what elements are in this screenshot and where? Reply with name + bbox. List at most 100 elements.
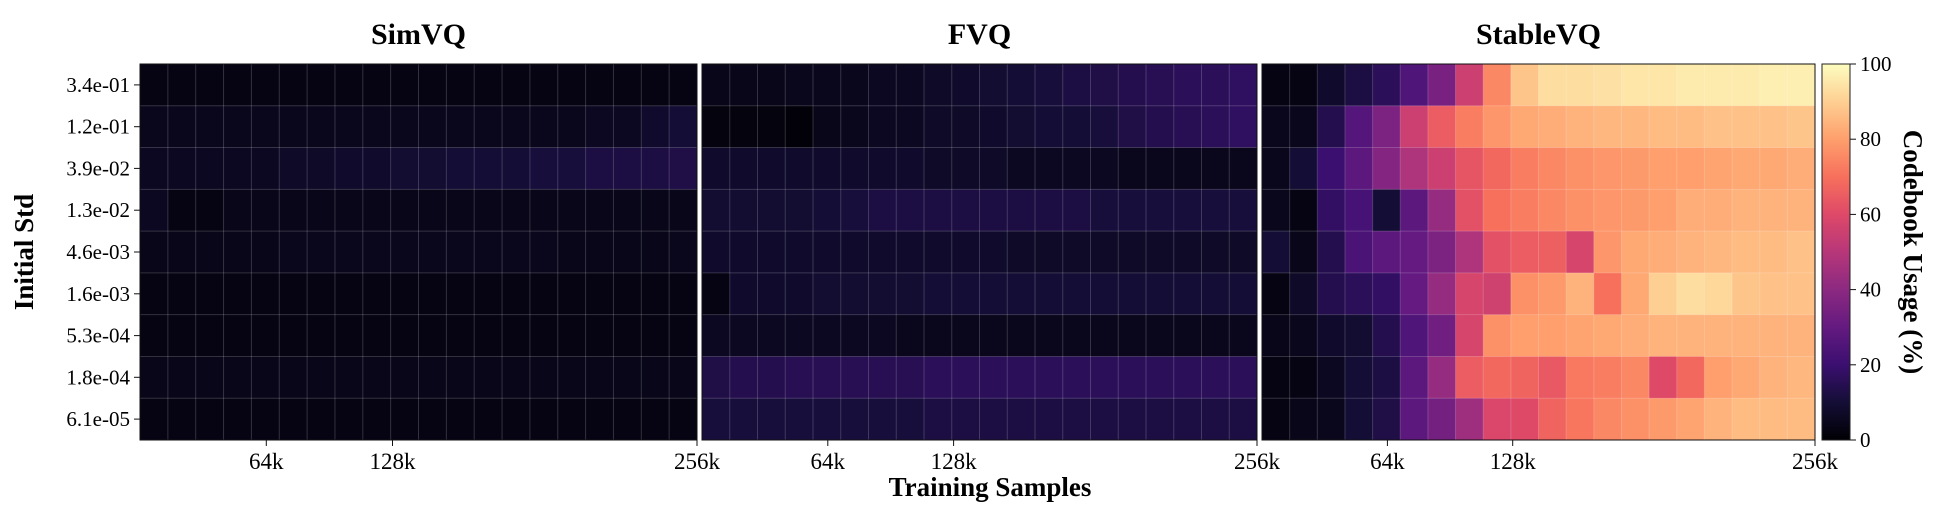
heatmap-cell <box>1007 314 1036 357</box>
heatmap-cell <box>418 314 447 357</box>
heatmap-cell <box>1372 105 1401 148</box>
heatmap-cell <box>641 147 670 190</box>
heatmap-cell <box>529 105 559 148</box>
heatmap-cell <box>1455 147 1484 190</box>
heatmap-cell <box>1483 398 1512 441</box>
heatmap-cell <box>1201 356 1230 399</box>
heatmap-cell <box>1787 398 1816 441</box>
heatmap-cell <box>729 398 758 441</box>
heatmap-cell <box>362 231 392 274</box>
heatmap-cell <box>757 64 786 107</box>
heatmap-cell <box>1201 147 1230 190</box>
heatmap-cell <box>307 64 336 107</box>
heatmap-cell <box>785 356 814 399</box>
heatmap-cell <box>1146 356 1175 399</box>
heatmap-cell <box>585 314 614 357</box>
heatmap-cell <box>334 105 364 148</box>
heatmap-cell <box>446 231 475 274</box>
heatmap-cell <box>1262 189 1291 232</box>
heatmap-cell <box>1787 272 1816 316</box>
heatmap-cell <box>1035 105 1064 148</box>
heatmap-cell <box>1229 64 1258 107</box>
heatmap-cell <box>140 147 169 190</box>
heatmap-cell <box>1787 314 1816 357</box>
heatmap-cell <box>669 64 698 107</box>
heatmap-cell <box>641 64 670 107</box>
heatmap-cell <box>1344 272 1373 316</box>
heatmap-cell <box>840 398 869 441</box>
heatmap-cell <box>641 356 670 399</box>
heatmap-cell <box>785 231 814 274</box>
heatmap-cell <box>362 314 392 357</box>
heatmap-cell <box>1146 398 1175 441</box>
heatmap-cell <box>1062 105 1091 148</box>
heatmap-cell <box>613 272 642 316</box>
heatmap-cell <box>140 189 169 232</box>
heatmap-cell <box>979 272 1008 316</box>
heatmap-cell <box>1483 64 1512 107</box>
heatmap-cell <box>446 105 475 148</box>
heatmap-cell <box>279 231 308 274</box>
heatmap-cell <box>1372 272 1401 316</box>
heatmap-cell <box>1427 189 1456 232</box>
y-tick-label: 4.6e-03 <box>66 240 130 264</box>
heatmap-cell <box>1400 272 1429 316</box>
heatmap-cell <box>1621 356 1650 399</box>
heatmap-cell <box>1372 231 1401 274</box>
heatmap-cell <box>502 64 531 107</box>
y-tick-label: 6.1e-05 <box>66 407 130 431</box>
heatmap-cell <box>140 356 169 399</box>
heatmap-cell <box>1649 398 1678 441</box>
heatmap-cell <box>1676 356 1705 399</box>
heatmap-cell <box>641 105 670 148</box>
heatmap-cell <box>1732 64 1761 107</box>
heatmap-cell <box>557 314 586 357</box>
y-axis-label: Initial Std <box>9 194 39 310</box>
heatmap-cell <box>1704 272 1733 316</box>
heatmap-cell <box>1062 272 1091 316</box>
heatmap-cell <box>1173 272 1202 316</box>
heatmap-cell <box>729 64 758 107</box>
heatmap-cell <box>474 105 503 148</box>
heatmap-cell <box>813 398 842 441</box>
heatmap-cell <box>896 356 925 399</box>
heatmap-cell <box>1317 272 1346 316</box>
heatmap-cell <box>1787 356 1816 399</box>
heatmap-cell <box>307 398 336 441</box>
heatmap-cell <box>979 105 1008 148</box>
heatmap-cell <box>585 147 614 190</box>
heatmap-cell <box>1621 231 1650 274</box>
heatmap-cell <box>729 105 758 148</box>
colorbar-ticks: 0 20 40 60 80 100 <box>1850 52 1892 452</box>
heatmap-cell <box>613 147 642 190</box>
heatmap-cell <box>702 231 731 274</box>
panel-fvq: FVQ 64k 128k 256k <box>701 18 1281 474</box>
heatmap-cell <box>1344 189 1373 232</box>
colorbar-tick-label: 60 <box>1860 202 1881 226</box>
heatmap-cell <box>195 314 224 357</box>
x-tick-label: 256k <box>674 449 721 474</box>
heatmap-cell <box>951 272 980 316</box>
heatmap-cell <box>1455 314 1484 357</box>
heatmap-cell <box>951 398 980 441</box>
heatmap-cell <box>702 189 731 232</box>
panel-stablevq: StableVQ 64k 128k 256k <box>1261 18 1839 474</box>
heatmap-cell <box>1538 105 1567 148</box>
heatmap-cell <box>1262 272 1291 316</box>
heatmap-cell <box>1229 105 1258 148</box>
heatmap-cell <box>1538 356 1567 399</box>
panels: SimVQ 64k 128k 256k FVQ 64k 128k 256k StableVQ 64… <box>66 18 1838 474</box>
colorbar-tick-label: 40 <box>1860 278 1881 302</box>
heatmap-cell <box>979 314 1008 357</box>
heatmap-cell <box>1649 147 1678 190</box>
heatmap-cell <box>251 105 280 148</box>
heatmap-cell <box>1566 314 1595 357</box>
heatmap-cell <box>1787 105 1816 148</box>
heatmap-cell <box>1704 314 1733 357</box>
y-tick-label: 3.9e-02 <box>66 156 130 180</box>
heatmap-cell <box>1427 147 1456 190</box>
heatmap-cell <box>951 105 980 148</box>
heatmap-cell <box>1118 147 1147 190</box>
heatmap-cell <box>1510 147 1539 190</box>
heatmap-cell <box>1146 189 1175 232</box>
